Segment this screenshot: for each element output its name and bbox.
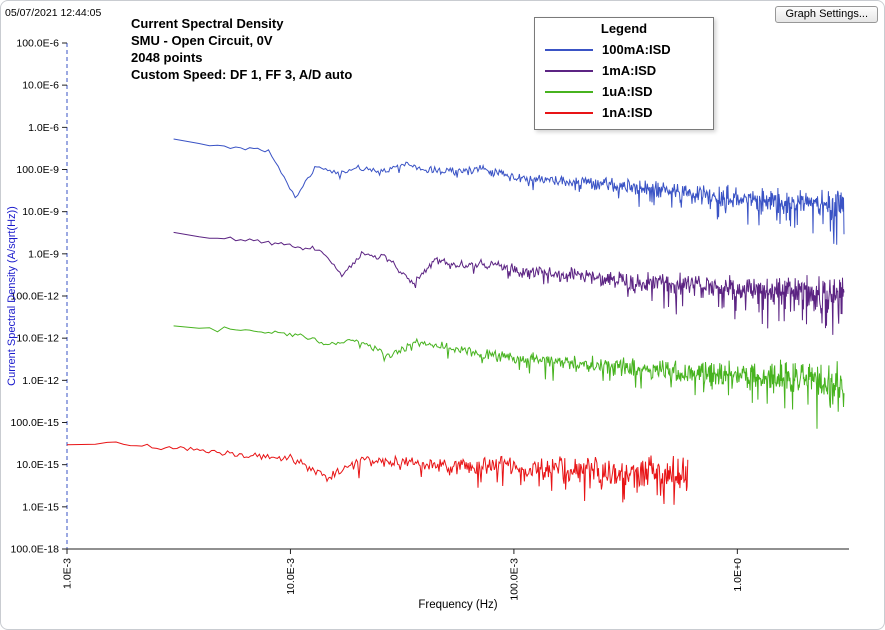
svg-text:100.0E-9: 100.0E-9 xyxy=(16,164,59,176)
legend-line-1ua-icon xyxy=(545,90,593,93)
legend-line-100ma-icon xyxy=(545,48,593,51)
svg-text:100.0E-6: 100.0E-6 xyxy=(16,38,59,50)
svg-text:100.0E-15: 100.0E-15 xyxy=(11,417,60,429)
legend: Legend 100mA:ISD 1mA:ISD 1uA:ISD 1nA:ISD xyxy=(534,17,714,130)
svg-text:Current Spectral Density (A/sq: Current Spectral Density (A/sqrt(Hz)) xyxy=(6,206,18,386)
svg-text:1.0E+0: 1.0E+0 xyxy=(732,558,744,592)
legend-line-1ma-icon xyxy=(545,69,593,72)
chart-subtitle-2: 2048 points xyxy=(131,50,203,66)
chart-title: Current Spectral Density xyxy=(131,16,284,31)
svg-text:1.0E-3: 1.0E-3 xyxy=(62,558,74,589)
chart-title-block: Current Spectral Density SMU - Open Circ… xyxy=(131,15,352,84)
svg-text:1.0E-6: 1.0E-6 xyxy=(28,122,59,134)
legend-label-100ma: 100mA:ISD xyxy=(602,42,671,57)
legend-item-1ma: 1mA:ISD xyxy=(545,63,703,78)
svg-text:10.0E-12: 10.0E-12 xyxy=(16,333,59,345)
legend-title: Legend xyxy=(600,21,648,36)
chart-subtitle-1: SMU - Open Circuit, 0V xyxy=(131,33,273,49)
svg-text:10.0E-3: 10.0E-3 xyxy=(285,558,297,595)
svg-text:10.0E-9: 10.0E-9 xyxy=(22,206,59,218)
svg-text:1.0E-9: 1.0E-9 xyxy=(28,248,59,260)
svg-text:1.0E-15: 1.0E-15 xyxy=(22,501,59,513)
legend-label-1ua: 1uA:ISD xyxy=(602,84,653,99)
legend-label-1na: 1nA:ISD xyxy=(602,105,653,120)
legend-item-1ua: 1uA:ISD xyxy=(545,84,703,99)
svg-text:100.0E-3: 100.0E-3 xyxy=(508,558,520,601)
svg-text:Frequency (Hz): Frequency (Hz) xyxy=(418,599,497,611)
chart-subtitle-3: Custom Speed: DF 1, FF 3, A/D auto xyxy=(131,67,353,83)
graph-settings-button[interactable]: Graph Settings... xyxy=(775,6,878,23)
svg-text:100.0E-12: 100.0E-12 xyxy=(11,291,60,303)
legend-item-100ma: 100mA:ISD xyxy=(545,42,703,57)
legend-line-1na-icon xyxy=(545,111,593,114)
svg-text:100.0E-18: 100.0E-18 xyxy=(11,544,60,556)
svg-text:10.0E-15: 10.0E-15 xyxy=(16,459,59,471)
timestamp: 05/07/2021 12:44:05 xyxy=(5,7,102,19)
legend-item-1na: 1nA:ISD xyxy=(545,105,703,120)
svg-text:10.0E-6: 10.0E-6 xyxy=(22,80,59,92)
legend-label-1ma: 1mA:ISD xyxy=(602,63,657,78)
svg-text:1.0E-12: 1.0E-12 xyxy=(22,375,59,387)
